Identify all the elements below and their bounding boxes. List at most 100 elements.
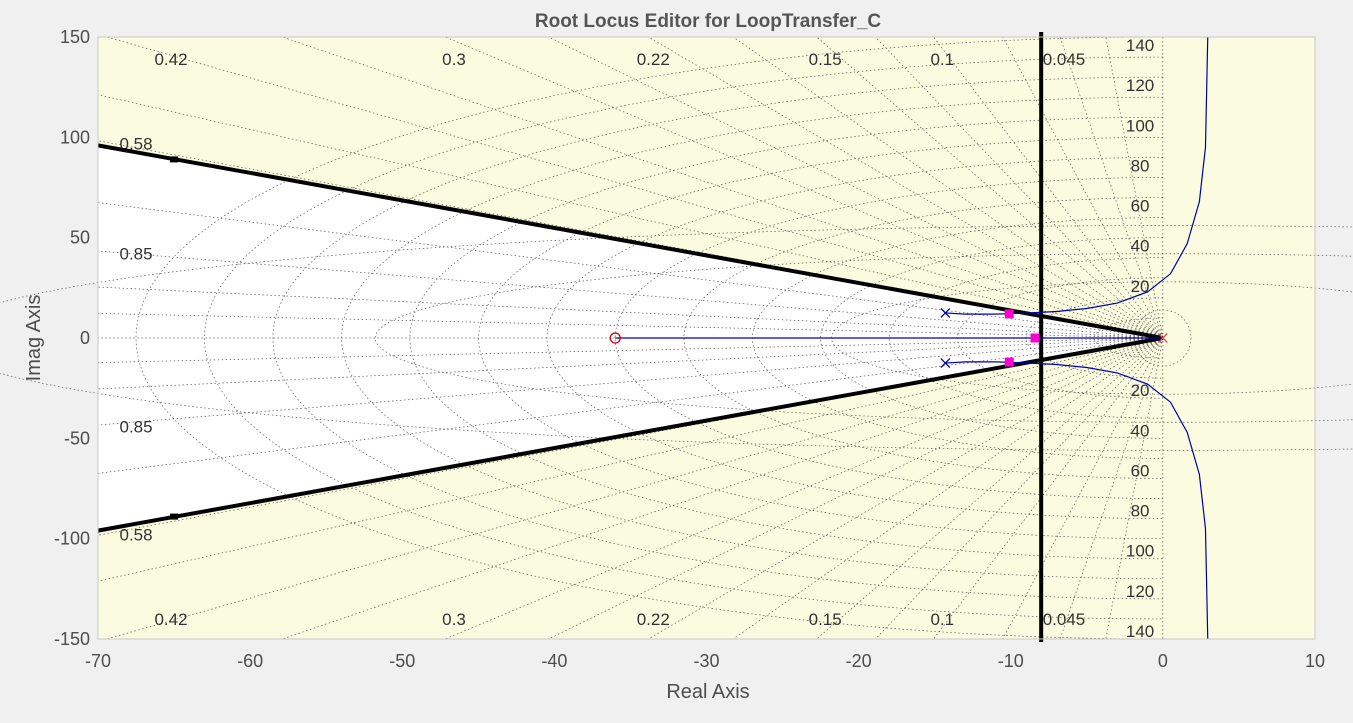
y-tick-label: -100 — [54, 529, 90, 549]
frequency-label: 120 — [1126, 76, 1154, 95]
frequency-label: 120 — [1126, 582, 1154, 601]
damping-label: 0.22 — [637, 610, 670, 629]
frequency-label: 60 — [1131, 461, 1150, 480]
damping-label: 0.42 — [154, 50, 187, 69]
plot-frame — [97, 36, 1316, 640]
damping-grid-line — [106, 36, 1163, 339]
y-axis-label: Imag Axis — [23, 295, 45, 382]
damping-grid-line — [875, 36, 1164, 339]
damping-grid-line — [282, 337, 1163, 640]
x-tick-label: 10 — [1305, 651, 1325, 671]
x-tick-label: -10 — [998, 651, 1024, 671]
damping-grid-line — [1002, 337, 1164, 640]
damping-grid-line — [106, 337, 1163, 640]
damping-label: 0.58 — [119, 134, 152, 153]
frequency-label: 140 — [1126, 622, 1154, 641]
y-tick-label: 150 — [60, 27, 90, 47]
x-tick-label: -40 — [541, 651, 567, 671]
damping-grid-line — [1105, 36, 1164, 339]
frequency-grid-ellipse — [0, 225, 1353, 451]
damping-grid-line — [97, 337, 1163, 363]
damping-grid-line — [1002, 36, 1164, 339]
damping-label: 0.045 — [1043, 50, 1086, 69]
damping-grid-line — [816, 36, 1164, 339]
x-tick-label: -60 — [237, 651, 263, 671]
axes: -70 -60 -50 -40 -30 -20 -10 0 10-150-100-5005010… — [54, 27, 1325, 671]
chart-title: Root Locus Editor for LoopTransfer_C — [535, 11, 882, 32]
damping-grid-line — [445, 36, 1164, 339]
damping-label: 0.1 — [930, 610, 954, 629]
open-loop-pole-marker[interactable] — [940, 358, 951, 369]
closed-loop-pole-marker[interactable] — [1004, 357, 1014, 367]
frequency-grid-ellipse — [375, 253, 1353, 423]
damping-grid-line — [97, 337, 1163, 474]
locus-branches — [615, 36, 1209, 640]
design-constraints — [97, 32, 1164, 642]
constraint-handle[interactable] — [170, 156, 179, 163]
frequency-label: 100 — [1126, 542, 1154, 561]
frequency-grid-arc — [341, 96, 1163, 580]
damping-label: 0.3 — [442, 610, 466, 629]
damping-label: 0.22 — [637, 50, 670, 69]
x-tick-label: -70 — [85, 651, 111, 671]
damping-grid-line — [1059, 36, 1164, 339]
damping-grid-line — [933, 337, 1164, 640]
frequency-grid-arc — [478, 136, 1163, 540]
damping-constraint-line[interactable] — [97, 143, 1164, 340]
frequency-label: 20 — [1131, 381, 1150, 400]
damping-label: 0.1 — [930, 50, 954, 69]
damping-grid-line — [875, 337, 1164, 640]
damping-grid-line — [648, 337, 1164, 640]
frequency-label: 40 — [1131, 421, 1150, 440]
frequency-grid-arc — [409, 116, 1163, 560]
damping-grid-line — [1059, 337, 1164, 640]
damping-label: 0.045 — [1043, 610, 1086, 629]
locus-branch — [945, 36, 1209, 315]
damping-label: 0.85 — [119, 417, 152, 436]
frequency-label: 20 — [1131, 277, 1150, 296]
open-loop-pole-marker[interactable] — [940, 307, 951, 318]
damping-grid-line — [445, 337, 1164, 640]
damping-grid-line — [933, 36, 1164, 339]
y-tick-label: -50 — [64, 428, 90, 448]
y-tick-label: 0 — [80, 328, 90, 348]
damping-label: 0.3 — [442, 50, 466, 69]
frequency-grid-arc — [135, 36, 1163, 640]
damping-grid-line — [733, 337, 1164, 640]
y-tick-label: 50 — [70, 228, 90, 248]
damping-label: 0.15 — [809, 610, 842, 629]
y-tick-label: -150 — [54, 629, 90, 649]
damping-grid-line — [648, 36, 1164, 339]
frequency-grid-arc — [888, 257, 1163, 419]
open-loop-pole-marker[interactable] — [1157, 333, 1168, 343]
x-tick-label: -20 — [846, 651, 872, 671]
frequency-label: 60 — [1131, 197, 1150, 216]
damping-grid-line — [816, 337, 1164, 640]
damping-grid-line — [97, 337, 1163, 390]
closed-loop-pole-marker[interactable] — [1030, 333, 1040, 343]
constraint-handle[interactable] — [170, 513, 179, 520]
damping-grid-line — [1105, 337, 1164, 640]
damping-grid-line — [733, 36, 1164, 339]
x-tick-label: 0 — [1158, 651, 1168, 671]
damping-label: 0.58 — [119, 526, 152, 545]
frequency-label: 40 — [1131, 237, 1150, 256]
y-tick-label: 100 — [60, 127, 90, 147]
frequency-label: 80 — [1131, 502, 1150, 521]
frequency-grid-arc — [1026, 297, 1163, 379]
open-loop-zero-marker[interactable] — [609, 332, 621, 344]
x-axis-label: Real Axis — [666, 681, 749, 703]
damping-constraint-line[interactable] — [97, 336, 1164, 533]
closed-loop-pole-marker[interactable] — [1004, 309, 1014, 319]
grid-labels: 0.42 0.3 0.22 0.15 0.1 0.045 0.42 0.3 0.22 0.15 0.… — [119, 36, 1154, 641]
damping-label: 0.85 — [119, 245, 152, 264]
x-tick-label: -50 — [389, 651, 415, 671]
locus-branch — [945, 361, 1209, 640]
damping-label: 0.15 — [809, 50, 842, 69]
damping-grid-line — [97, 313, 1163, 339]
frequency-grid-arc — [820, 237, 1163, 439]
plot-area[interactable]: 0.42 0.3 0.22 0.15 0.1 0.045 0.42 0.3 0.22 0.15 0.… — [0, 32, 1353, 642]
damping-grid-line — [282, 36, 1163, 339]
pole-zero-markers — [609, 307, 1168, 369]
